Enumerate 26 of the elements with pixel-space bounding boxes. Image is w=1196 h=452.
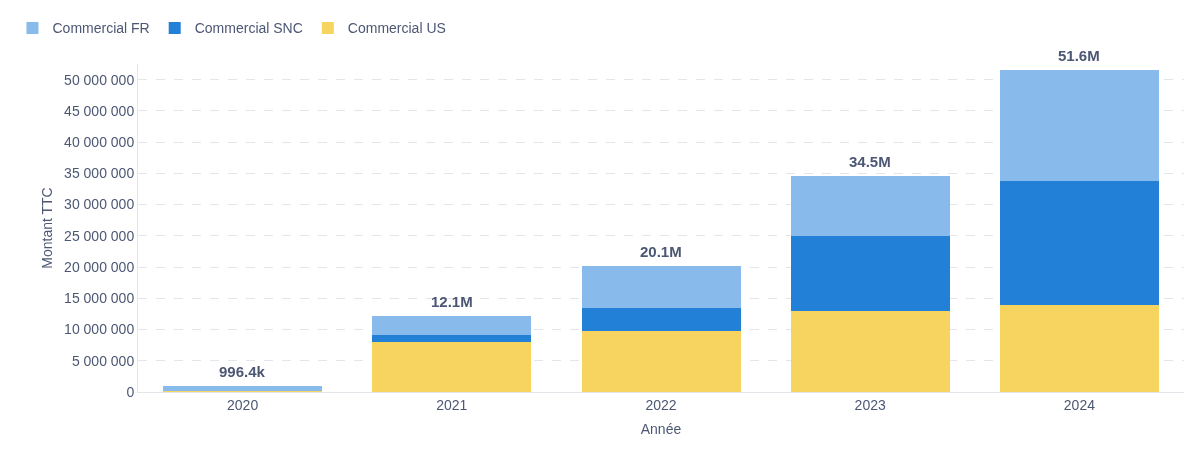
y-tick-label: 5 000 000 (71, 352, 135, 369)
y-tick-label: 45 000 000 (64, 102, 135, 119)
x-tick-label: 2022 (645, 396, 677, 413)
y-tick-label: 35 000 000 (64, 165, 135, 182)
legend-label: Commercial FR (52, 20, 150, 37)
y-tick-label: 25 000 000 (64, 227, 135, 244)
total-label: 996.4k (219, 363, 266, 380)
y-axis-title: Montant TTC (38, 187, 55, 269)
total-label: 20.1M (640, 243, 682, 260)
x-tick-label: 2023 (854, 396, 886, 413)
x-axis-title: Année (640, 421, 682, 438)
legend-label: Commercial US (347, 20, 446, 37)
y-tick-label: 20 000 000 (64, 258, 135, 275)
total-label: 51.6M (1058, 47, 1100, 64)
y-tick-label: 15 000 000 (64, 290, 135, 307)
y-tick-label: 0 (126, 383, 135, 400)
y-tick-label: 10 000 000 (64, 321, 135, 338)
x-tick-label: 2020 (227, 396, 259, 413)
y-tick-label: 30 000 000 (64, 196, 135, 213)
y-tick-label: 40 000 000 (64, 134, 135, 150)
legend-label: Commercial SNC (194, 20, 303, 37)
x-tick-label: 2024 (1063, 396, 1096, 413)
total-label: 12.1M (431, 293, 473, 310)
x-tick-label: 2021 (436, 396, 468, 413)
total-label: 34.5M (849, 153, 891, 170)
y-tick-label: 50 000 000 (64, 71, 135, 88)
